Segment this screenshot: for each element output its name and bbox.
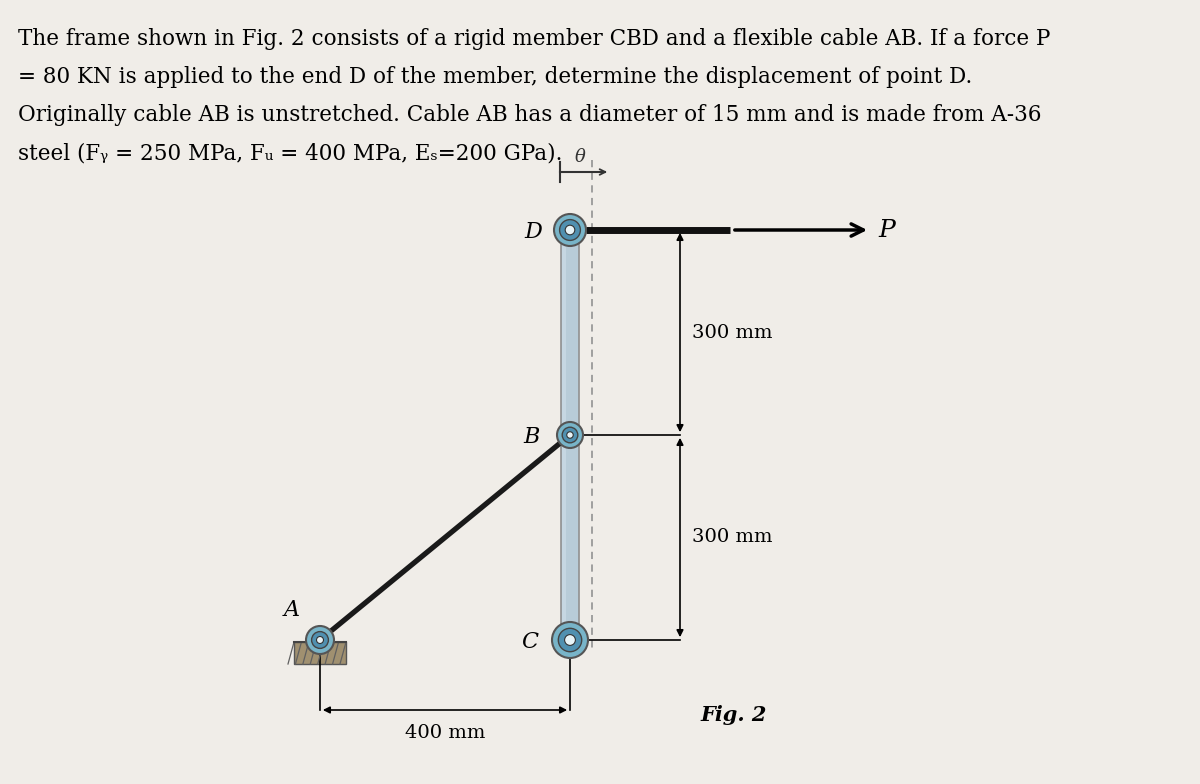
Text: A: A [284,599,300,621]
Circle shape [566,432,574,438]
Text: 400 mm: 400 mm [404,724,485,742]
Text: steel (Fᵧ = 250 MPa, Fᵤ = 400 MPa, Eₛ=200 GPa).: steel (Fᵧ = 250 MPa, Fᵤ = 400 MPa, Eₛ=20… [18,142,563,164]
Bar [294,642,346,664]
Circle shape [563,427,578,443]
Circle shape [559,220,581,241]
Text: D: D [524,221,542,243]
Text: C: C [521,631,538,653]
Text: Originally cable AB is unstretched. Cable AB has a diameter of 15 mm and is made: Originally cable AB is unstretched. Cabl… [18,104,1042,126]
Circle shape [557,422,583,448]
Circle shape [565,225,575,234]
Circle shape [565,634,576,645]
Text: 300 mm: 300 mm [692,324,773,342]
Circle shape [558,628,582,652]
Text: The frame shown in Fig. 2 consists of a rigid member CBD and a flexible cable AB: The frame shown in Fig. 2 consists of a … [18,28,1050,50]
Bar [562,222,566,640]
Bar [562,222,580,640]
Circle shape [554,214,586,246]
Text: θ: θ [575,148,586,166]
Text: 300 mm: 300 mm [692,528,773,546]
Text: B: B [523,426,540,448]
Text: Fig. 2: Fig. 2 [700,705,767,725]
Text: P: P [878,219,895,241]
Circle shape [312,632,329,648]
Circle shape [306,626,334,654]
Circle shape [317,637,324,644]
Circle shape [552,622,588,658]
Text: = 80 KN is applied to the end D of the member, determine the displacement of poi: = 80 KN is applied to the end D of the m… [18,66,972,88]
